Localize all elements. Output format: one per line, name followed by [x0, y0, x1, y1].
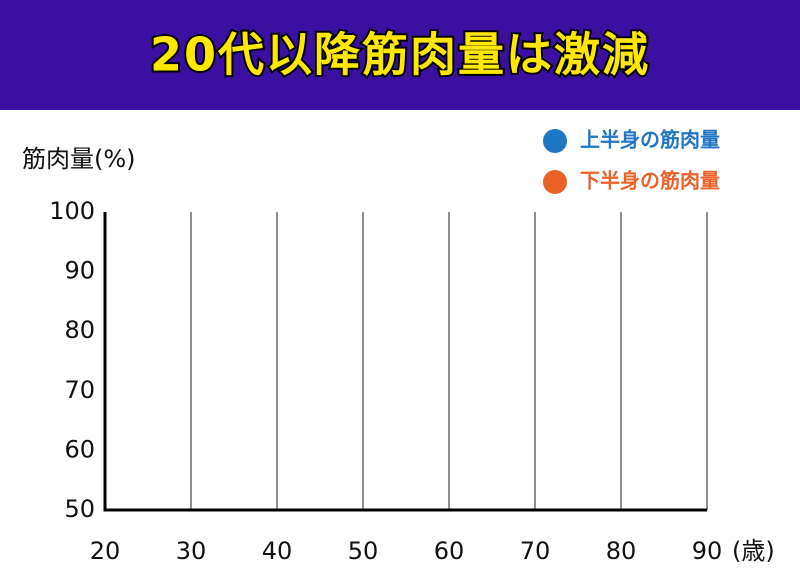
legend-label: 下半身の筋肉量	[580, 169, 720, 193]
x-axis-label: (歳)	[732, 537, 775, 565]
y-tick-label: 90	[64, 257, 95, 285]
legend-marker	[543, 170, 567, 194]
y-tick-label: 50	[64, 495, 95, 523]
legend-label: 上半身の筋肉量	[580, 128, 720, 152]
legend-marker	[543, 129, 567, 153]
x-tick-label: 50	[348, 537, 379, 565]
y-tick-label: 100	[49, 197, 95, 225]
x-tick-label: 30	[176, 537, 207, 565]
x-tick-label: 20	[90, 537, 121, 565]
y-axis-label: 筋肉量(%)	[22, 145, 136, 173]
x-tick-label: 60	[434, 537, 465, 565]
y-tick-label: 70	[64, 376, 95, 404]
y-tick-label: 60	[64, 435, 95, 463]
x-tick-label: 90	[692, 537, 723, 565]
chart-title: 20代以降筋肉量は激減	[150, 28, 650, 82]
x-tick-label: 40	[262, 537, 293, 565]
title-bar	[0, 0, 800, 110]
y-tick-label: 80	[64, 316, 95, 344]
x-tick-label: 80	[606, 537, 637, 565]
x-tick-label: 70	[520, 537, 551, 565]
